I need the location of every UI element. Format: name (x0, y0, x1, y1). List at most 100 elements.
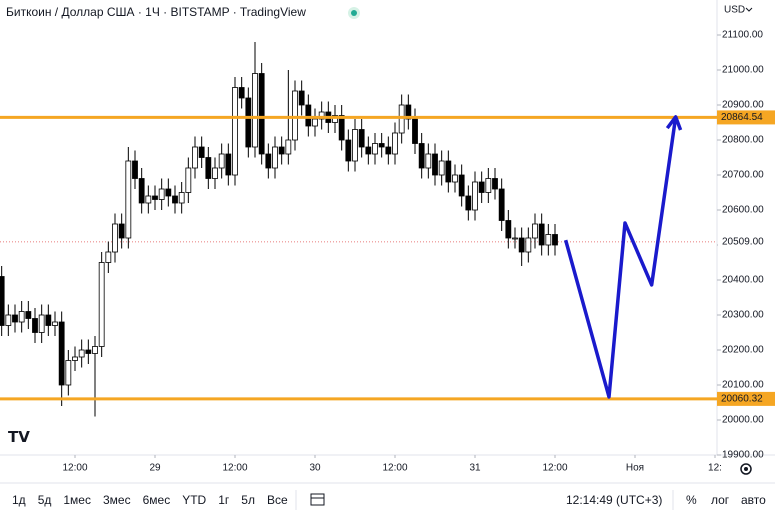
range-button[interactable]: 5д (38, 493, 52, 507)
range-button[interactable]: 3мес (103, 493, 131, 507)
candle-body (438, 160, 445, 176)
y-tick-label: 20400.00 (722, 275, 764, 286)
x-tick-label: 29 (149, 463, 161, 474)
x-tick-label: 30 (309, 463, 321, 474)
gear (740, 463, 752, 475)
candle-body (85, 349, 92, 354)
range-button[interactable]: YTD (182, 493, 206, 507)
candle-body (225, 153, 232, 176)
candle-body (98, 262, 105, 347)
candle-body (218, 153, 225, 169)
range-button[interactable]: 1д (12, 493, 26, 507)
candle-body (365, 146, 372, 155)
candle-body (112, 223, 118, 253)
forecast-line (563, 116, 678, 399)
y-tick-label: 21100.00 (722, 30, 763, 41)
candle-body (532, 223, 538, 239)
candle-body (512, 237, 518, 240)
candle-body (38, 314, 45, 333)
y-tick-label: 20300.00 (722, 310, 764, 321)
candle-body (472, 181, 478, 211)
range-button[interactable]: 1мес (63, 493, 91, 507)
scale-option[interactable]: % (686, 493, 697, 507)
candle-body (378, 143, 385, 148)
candle-body (25, 311, 32, 319)
y-tick-label: 20900.00 (722, 100, 764, 111)
candle-body (338, 115, 345, 141)
y-tick-label: 20100.00 (722, 380, 764, 391)
plot (0, 42, 717, 417)
scale-option[interactable]: лог (711, 493, 730, 507)
candle-body (18, 311, 25, 323)
candle-body (45, 314, 52, 326)
candle-body (432, 153, 438, 176)
candle-body (212, 167, 218, 179)
candle-body (185, 167, 192, 193)
level-label-bg (717, 110, 775, 125)
candle-body (205, 157, 212, 179)
candle-body (105, 251, 112, 263)
candle-body (125, 160, 132, 239)
candle-body (305, 104, 312, 127)
candle-body (412, 118, 418, 144)
candle-body (285, 139, 292, 155)
candle-body (252, 73, 258, 148)
settings-icon[interactable] (740, 463, 752, 475)
candle-body (52, 321, 58, 326)
x-tick-label: 12: (708, 463, 722, 474)
range-button[interactable]: 1г (218, 493, 230, 507)
candle-body (398, 104, 405, 134)
range-button[interactable]: 6мес (143, 493, 171, 507)
candle-body (192, 146, 198, 169)
range-button[interactable]: Все (267, 493, 288, 507)
symbol-title: Биткоин / Доллар США · 1Ч · BITSTAMP · T… (6, 5, 306, 19)
x-tick-label: 12:00 (62, 463, 87, 474)
candle-body (465, 195, 472, 211)
y-tick-label: 20700.00 (722, 170, 764, 181)
candle-body (392, 132, 398, 155)
y-tick-label: 20800.00 (722, 135, 764, 146)
y-tick-label: 20200.00 (722, 345, 764, 356)
range-button[interactable]: 5л (241, 493, 255, 507)
candle-body (458, 174, 465, 197)
x-tick-label: 12:00 (382, 463, 407, 474)
candle-body (318, 111, 325, 120)
x-tick-label: 12:00 (222, 463, 247, 474)
level-label-bg (717, 391, 775, 406)
candle-body (385, 146, 392, 155)
y-tick-label: 19900.00 (722, 450, 764, 461)
date-range-icon[interactable] (310, 493, 325, 506)
currency[interactable]: USD (724, 5, 745, 16)
candle-body (58, 321, 65, 386)
candle-body (12, 314, 18, 323)
candle-body (78, 349, 85, 358)
candle-body (0, 276, 5, 326)
candle-body (372, 143, 378, 155)
candle-body (65, 360, 72, 386)
candle-body (152, 195, 158, 200)
candle-body (258, 73, 265, 155)
candle-body (165, 188, 172, 197)
candle-body (445, 160, 452, 183)
y-tick-label: 20600.00 (722, 205, 764, 216)
candle-body (345, 139, 352, 162)
candle-body (5, 314, 12, 326)
tv-logo: 𝗧𝗩 (8, 429, 30, 446)
candle-body (278, 146, 285, 155)
candle-body (525, 237, 532, 253)
clock: 12:14:49 (UTC+3) (566, 493, 662, 507)
candle-body (178, 192, 185, 204)
candle-body (118, 223, 125, 239)
scale-option[interactable]: авто (741, 493, 766, 507)
candle-body (32, 318, 38, 333)
y-tick-label: 21000.00 (722, 65, 764, 76)
candle-body (132, 160, 138, 179)
candle-body (358, 129, 365, 148)
calendar (310, 493, 325, 506)
candle-body (485, 178, 492, 193)
candle-body (352, 129, 358, 162)
x-tick-label: 31 (469, 463, 481, 474)
